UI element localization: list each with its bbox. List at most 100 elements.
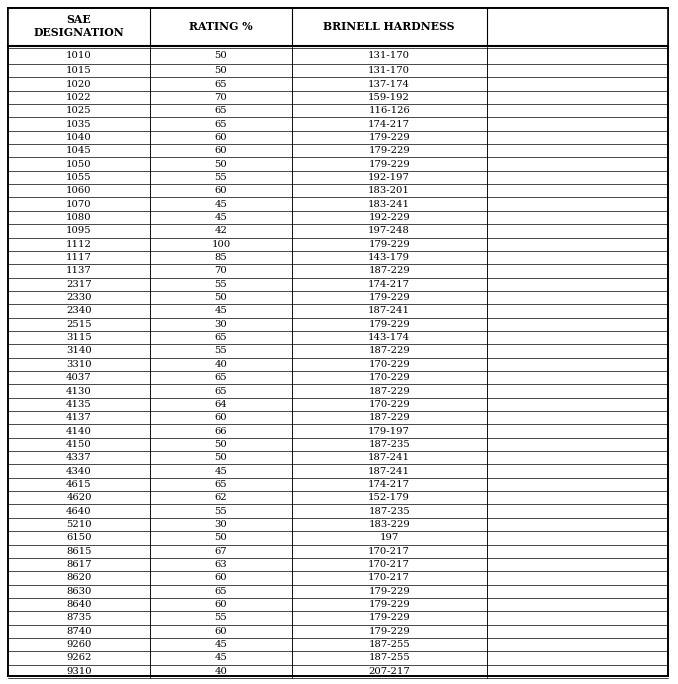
Text: SAE
DESIGNATION: SAE DESIGNATION bbox=[34, 14, 124, 38]
Text: 143-179: 143-179 bbox=[368, 253, 410, 262]
Text: 9310: 9310 bbox=[66, 667, 92, 676]
Text: 170-217: 170-217 bbox=[368, 560, 410, 569]
Text: 45: 45 bbox=[214, 213, 227, 222]
Text: 187-241: 187-241 bbox=[368, 306, 410, 315]
Text: 50: 50 bbox=[214, 51, 227, 60]
Text: 1050: 1050 bbox=[66, 159, 92, 169]
Text: 2330: 2330 bbox=[66, 293, 92, 302]
Text: 174-217: 174-217 bbox=[368, 120, 410, 129]
Text: 70: 70 bbox=[214, 266, 227, 276]
Text: 60: 60 bbox=[214, 133, 227, 142]
Text: 1070: 1070 bbox=[66, 200, 92, 209]
Text: 2340: 2340 bbox=[66, 306, 92, 315]
Text: 4037: 4037 bbox=[66, 373, 92, 382]
Text: 63: 63 bbox=[214, 560, 227, 569]
Text: 187-235: 187-235 bbox=[368, 440, 410, 449]
Text: 66: 66 bbox=[215, 427, 227, 436]
Text: 30: 30 bbox=[214, 520, 227, 529]
Text: 143-174: 143-174 bbox=[368, 333, 410, 342]
Text: 45: 45 bbox=[214, 640, 227, 649]
Text: 85: 85 bbox=[214, 253, 227, 262]
Text: 65: 65 bbox=[214, 106, 227, 115]
Text: 179-229: 179-229 bbox=[368, 159, 410, 169]
Text: 9260: 9260 bbox=[66, 640, 92, 649]
Text: 131-170: 131-170 bbox=[368, 66, 410, 75]
Text: 3140: 3140 bbox=[66, 347, 92, 356]
Text: 4337: 4337 bbox=[66, 453, 92, 462]
Text: 4640: 4640 bbox=[66, 507, 92, 516]
Text: 159-192: 159-192 bbox=[368, 93, 410, 102]
Text: 30: 30 bbox=[214, 320, 227, 329]
Text: 4140: 4140 bbox=[66, 427, 92, 436]
Text: 179-229: 179-229 bbox=[368, 614, 410, 622]
Text: 179-229: 179-229 bbox=[368, 587, 410, 596]
Text: 8617: 8617 bbox=[66, 560, 92, 569]
Text: 60: 60 bbox=[214, 146, 227, 155]
Text: 170-229: 170-229 bbox=[368, 373, 410, 382]
Text: 6150: 6150 bbox=[66, 534, 92, 542]
Text: 1080: 1080 bbox=[66, 213, 92, 222]
Text: 187-229: 187-229 bbox=[368, 413, 410, 422]
Text: 187-235: 187-235 bbox=[368, 507, 410, 516]
Text: 50: 50 bbox=[214, 159, 227, 169]
Text: 1025: 1025 bbox=[66, 106, 92, 115]
Text: 4150: 4150 bbox=[66, 440, 92, 449]
Text: 60: 60 bbox=[214, 573, 227, 582]
Text: 1137: 1137 bbox=[66, 266, 92, 276]
Text: 152-179: 152-179 bbox=[368, 493, 410, 502]
Text: 40: 40 bbox=[214, 667, 227, 676]
Text: 55: 55 bbox=[214, 280, 227, 289]
Text: 1045: 1045 bbox=[66, 146, 92, 155]
Text: 65: 65 bbox=[214, 587, 227, 596]
Text: 55: 55 bbox=[214, 173, 227, 182]
Text: 4130: 4130 bbox=[66, 386, 92, 395]
Text: 197-248: 197-248 bbox=[368, 226, 410, 235]
Text: 207-217: 207-217 bbox=[368, 667, 410, 676]
Text: 174-217: 174-217 bbox=[368, 480, 410, 489]
Text: 3310: 3310 bbox=[66, 360, 92, 369]
Text: 1040: 1040 bbox=[66, 133, 92, 142]
Text: 45: 45 bbox=[214, 306, 227, 315]
Text: 187-229: 187-229 bbox=[368, 386, 410, 395]
Text: 42: 42 bbox=[214, 226, 227, 235]
Text: 1035: 1035 bbox=[66, 120, 92, 129]
Text: 179-229: 179-229 bbox=[368, 293, 410, 302]
Text: 192-229: 192-229 bbox=[368, 213, 410, 222]
Text: 65: 65 bbox=[214, 373, 227, 382]
Text: 1020: 1020 bbox=[66, 79, 92, 88]
Text: 170-217: 170-217 bbox=[368, 573, 410, 582]
Text: 187-229: 187-229 bbox=[368, 266, 410, 276]
Text: 4620: 4620 bbox=[66, 493, 92, 502]
Text: 183-241: 183-241 bbox=[368, 200, 410, 209]
Text: 60: 60 bbox=[214, 413, 227, 422]
Text: 1060: 1060 bbox=[66, 186, 92, 196]
Text: 8640: 8640 bbox=[66, 600, 92, 609]
Text: 8630: 8630 bbox=[66, 587, 92, 596]
Text: 187-229: 187-229 bbox=[368, 347, 410, 356]
Text: 192-197: 192-197 bbox=[368, 173, 410, 182]
Text: 60: 60 bbox=[214, 600, 227, 609]
Text: 55: 55 bbox=[214, 507, 227, 516]
Text: 170-217: 170-217 bbox=[368, 547, 410, 555]
Text: BRINELL HARDNESS: BRINELL HARDNESS bbox=[323, 21, 455, 31]
Text: 64: 64 bbox=[214, 400, 227, 409]
Text: 9262: 9262 bbox=[66, 653, 92, 663]
Text: 50: 50 bbox=[214, 293, 227, 302]
Text: 1055: 1055 bbox=[66, 173, 92, 182]
Text: 170-229: 170-229 bbox=[368, 360, 410, 369]
Text: 2515: 2515 bbox=[66, 320, 92, 329]
Text: 60: 60 bbox=[214, 627, 227, 636]
Text: 179-229: 179-229 bbox=[368, 600, 410, 609]
Text: 65: 65 bbox=[214, 333, 227, 342]
Text: 179-229: 179-229 bbox=[368, 239, 410, 249]
Text: 55: 55 bbox=[214, 614, 227, 622]
Text: 137-174: 137-174 bbox=[368, 79, 410, 88]
Text: 8740: 8740 bbox=[66, 627, 92, 636]
Text: 4615: 4615 bbox=[66, 480, 92, 489]
Text: 45: 45 bbox=[214, 466, 227, 475]
Text: 1095: 1095 bbox=[66, 226, 92, 235]
Text: 4135: 4135 bbox=[66, 400, 92, 409]
Text: 8735: 8735 bbox=[66, 614, 92, 622]
Text: 45: 45 bbox=[214, 653, 227, 663]
Text: 179-229: 179-229 bbox=[368, 320, 410, 329]
